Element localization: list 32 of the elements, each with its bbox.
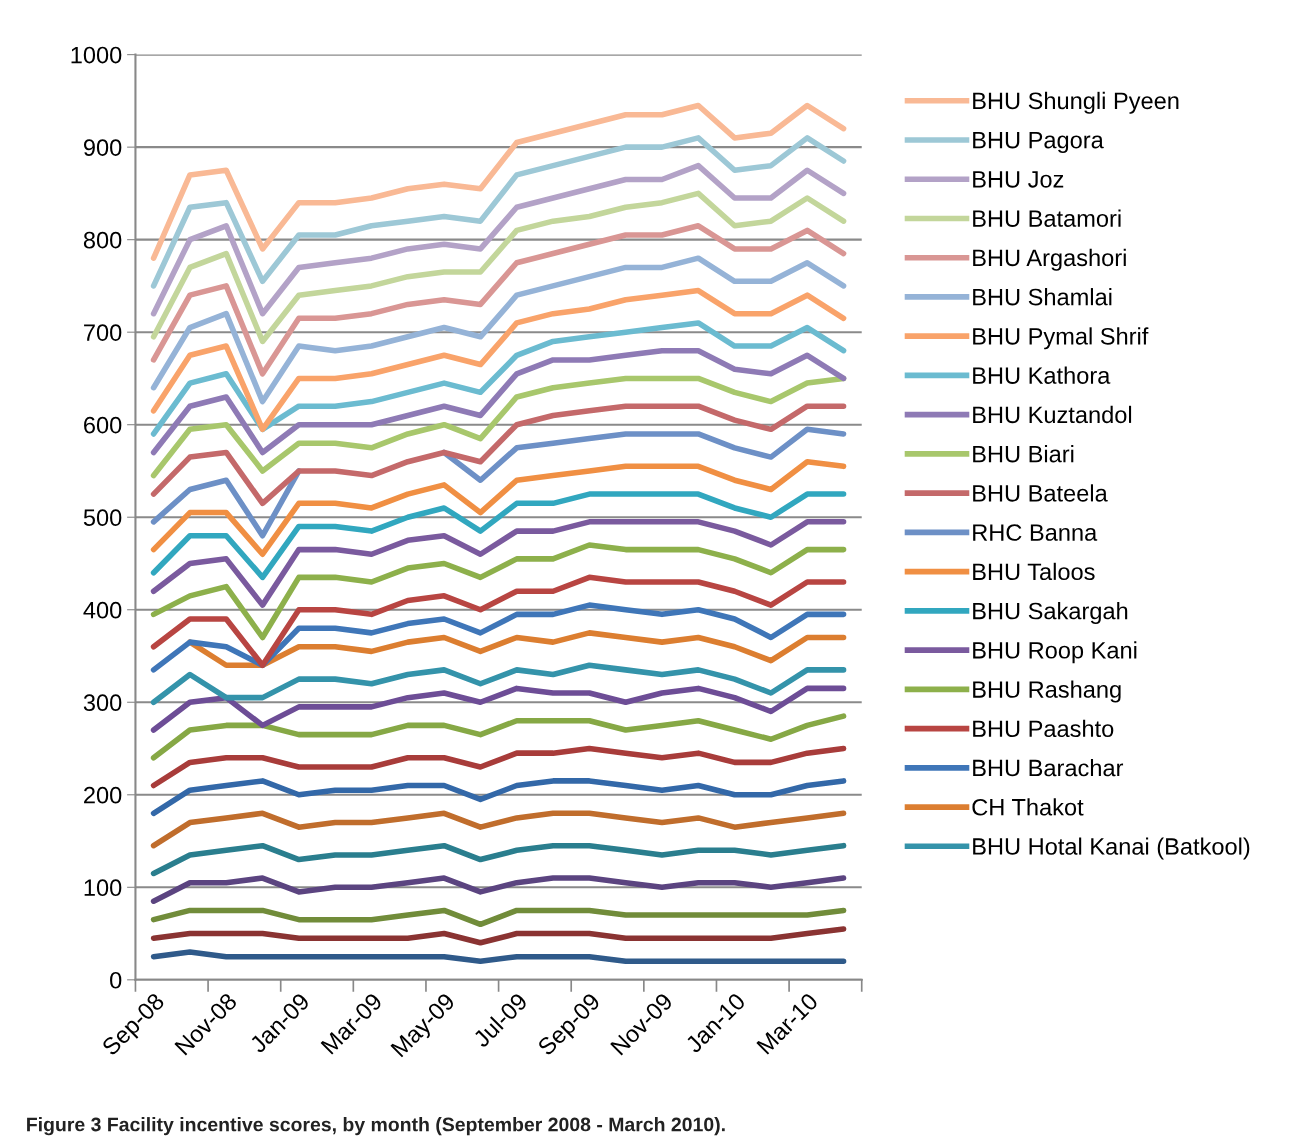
- y-tick-label: 700: [84, 324, 122, 341]
- legend-label: BHU Hotal Kanai (Batkool): [973, 837, 1250, 860]
- legend-label: BHU Biari: [973, 445, 1074, 463]
- y-tick-label: 300: [83, 694, 122, 712]
- y-tick-label: 900: [83, 139, 122, 156]
- legend-label: BHU Taloos: [973, 562, 1095, 581]
- legend-label: BHU Argashori: [973, 248, 1126, 271]
- legend-label: BHU Kathora: [973, 366, 1111, 384]
- legend-label: BHU Kuztandol: [973, 405, 1132, 424]
- y-tick-label: 400: [83, 601, 122, 619]
- y-tick-label: 600: [84, 416, 122, 434]
- legend-label: BHU Pymal Shrif: [973, 327, 1149, 350]
- legend-label: BHU Paashto: [973, 719, 1114, 738]
- y-tick-label: 200: [84, 786, 122, 804]
- legend-label: RHC Banna: [973, 524, 1098, 541]
- legend-label: CH Thakot: [972, 798, 1084, 816]
- legend-label: BHU Batamori: [973, 209, 1121, 227]
- y-tick-label: 800: [83, 231, 122, 249]
- caption: Figure 3 Facility incentive scores, by month (September 2008 - March 2010).: [27, 1117, 725, 1136]
- legend-label: BHU Shungli Pyeen: [973, 91, 1179, 114]
- legend-label: BHU Sakargah: [973, 602, 1128, 625]
- legend-label: BHU Roop Kani: [973, 641, 1137, 664]
- legend-label: BHU Barachar: [973, 759, 1124, 777]
- y-tick-label: 500: [83, 509, 122, 527]
- legend-label: BHU Joz: [973, 171, 1064, 188]
- y-tick-label: 1000: [71, 46, 122, 64]
- y-tick-label: 0: [110, 971, 122, 989]
- legend-label: BHU Shamlai: [973, 288, 1112, 306]
- legend-label: BHU Rashang: [973, 680, 1121, 703]
- y-tick-label: 100: [84, 879, 122, 897]
- legend-label: BHU Pagora: [973, 131, 1104, 154]
- legend-label: BHU Bateela: [973, 484, 1108, 502]
